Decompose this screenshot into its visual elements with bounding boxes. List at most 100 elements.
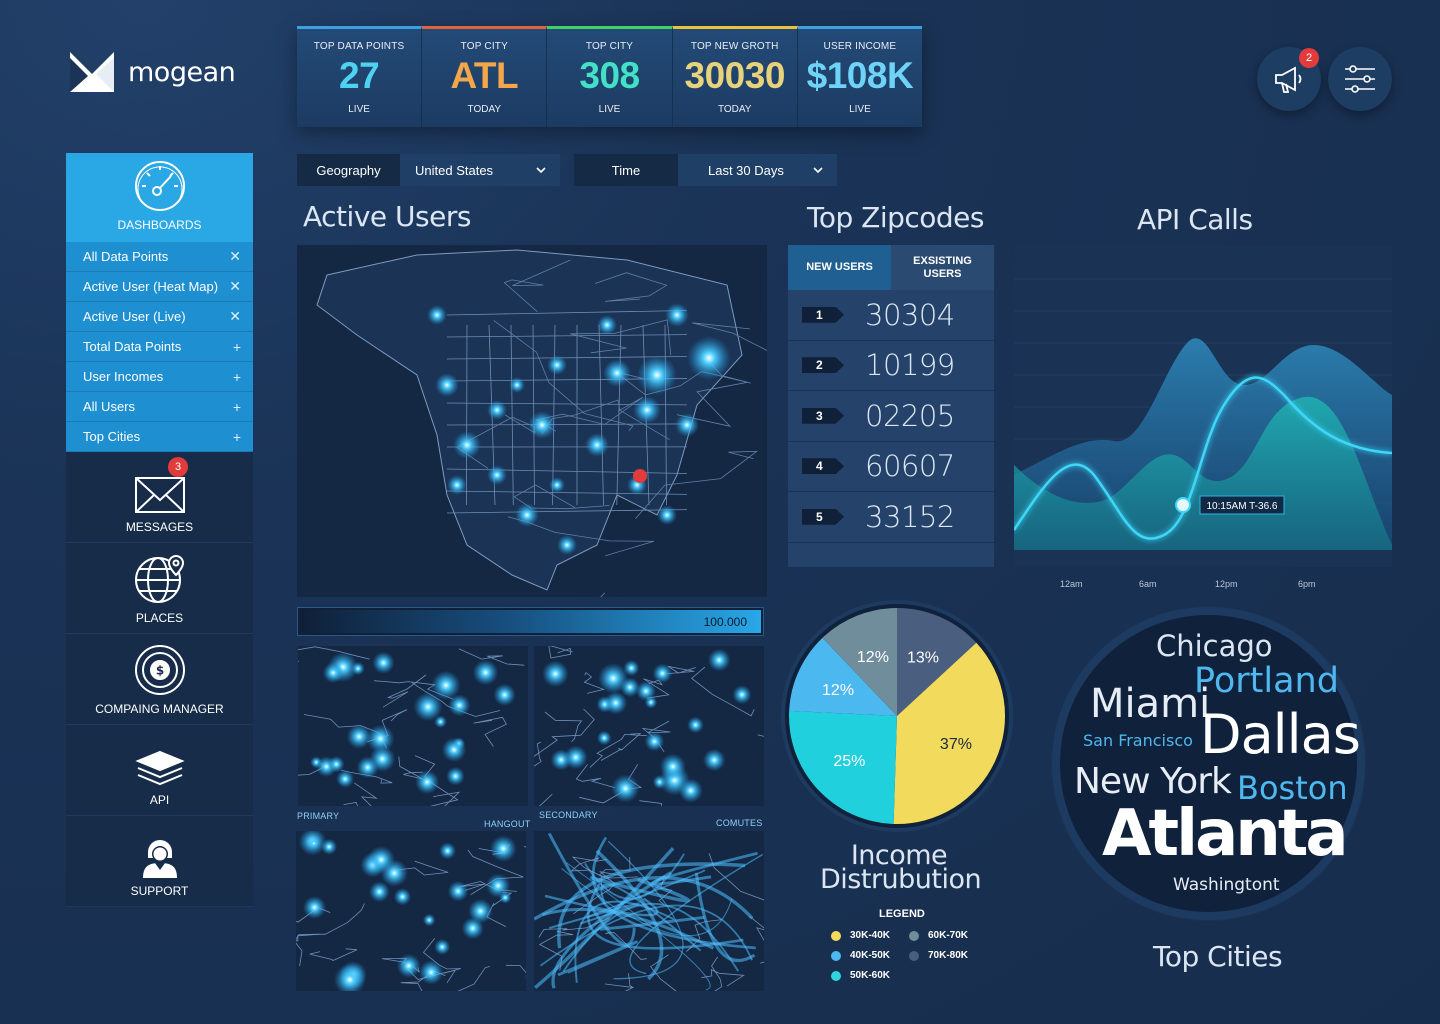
pie-slice[interactable] [789, 710, 897, 824]
api-hover-point[interactable] [1175, 497, 1191, 513]
income-pie-chart[interactable]: 13% 37% 25% 12%12% [785, 604, 1009, 828]
kpi-sub: TODAY [467, 104, 502, 115]
tab-existing-users[interactable]: EXSISTING USERS [891, 245, 994, 290]
kpi-card[interactable]: USER INCOME $108K LIVE [797, 26, 923, 127]
dashboard-subitem[interactable]: All Data Points ✕ [66, 242, 253, 272]
zipcode-value: 30304 [865, 297, 955, 332]
zipcode-row[interactable]: 1 30304 [788, 290, 994, 341]
heat-spot [487, 465, 507, 485]
primary-map[interactable] [298, 646, 528, 806]
kpi-card[interactable]: TOP NEW GROTH 30030 TODAY [672, 26, 798, 127]
legend-item: 60K-70K [909, 930, 979, 941]
api-tooltip-box [1199, 495, 1285, 515]
pie-slice[interactable] [789, 637, 897, 716]
map-border [639, 800, 663, 806]
map-border [539, 793, 553, 806]
commute-path [586, 869, 706, 919]
map-border [382, 674, 427, 708]
pie-slice[interactable] [893, 642, 1005, 824]
close-icon[interactable]: ✕ [229, 278, 241, 294]
subitem-label: Total Data Points [83, 339, 182, 354]
plus-icon[interactable]: + [232, 428, 241, 445]
brand-logo[interactable]: mogean [68, 50, 236, 94]
svg-text:$: $ [155, 664, 163, 678]
pie-value-label: 25% [833, 753, 865, 770]
settings-sliders-button[interactable] [1328, 47, 1392, 111]
active-users-map[interactable] [297, 245, 767, 597]
city-boston[interactable]: Boston [1237, 769, 1348, 807]
map-border [635, 450, 759, 519]
nav-places[interactable]: PLACES [66, 543, 253, 634]
heat-spot [657, 505, 677, 525]
city-new-york[interactable]: New York [1074, 761, 1232, 802]
city-dallas[interactable]: Dallas [1200, 703, 1361, 766]
nav-api[interactable]: API [66, 725, 253, 816]
nav-campaign-manager[interactable]: $ COMPAING MANAGER [66, 634, 253, 725]
time-select[interactable]: Last 30 Days [678, 154, 837, 186]
plus-icon[interactable]: + [232, 368, 241, 385]
close-icon[interactable]: ✕ [229, 248, 241, 264]
zipcode-row[interactable]: 3 02205 [788, 391, 994, 442]
plus-icon[interactable]: + [232, 398, 241, 415]
geography-select[interactable]: United States [400, 154, 560, 186]
map-border [711, 956, 723, 991]
map-border [605, 973, 635, 991]
heat-spot [427, 305, 447, 325]
city-washington[interactable]: Washingtont [1173, 875, 1280, 895]
plus-icon[interactable]: + [232, 338, 241, 355]
city-portland[interactable]: Portland [1194, 661, 1339, 701]
city-miami[interactable]: Miami [1090, 681, 1211, 727]
heat-spot [366, 724, 395, 753]
progress-fill [300, 610, 761, 633]
zipcode-row[interactable]: 5 33152 [788, 492, 994, 543]
pie-slice[interactable] [822, 608, 897, 716]
subitem-label: Active User (Heat Map) [83, 279, 219, 294]
secondary-map[interactable] [534, 646, 764, 806]
heat-spot [528, 411, 556, 439]
heat-spot [732, 685, 752, 705]
commutes-map[interactable] [534, 831, 764, 991]
map-border [457, 966, 490, 991]
api-calls-title: API Calls [1137, 203, 1253, 236]
secondary-heatmap [534, 646, 764, 806]
tab-new-users[interactable]: NEW USERS [788, 245, 891, 290]
pie-value-label: 13% [907, 650, 939, 667]
city-san-francisco[interactable]: San Francisco [1083, 731, 1193, 750]
city-atlanta[interactable]: Atlanta [1102, 797, 1349, 871]
close-icon[interactable]: ✕ [229, 308, 241, 324]
dashboard-subitem[interactable]: All Users + [66, 392, 253, 422]
dashboard-subitem[interactable]: Active User (Live) ✕ [66, 302, 253, 332]
nav-dashboards[interactable]: DASHBOARDS [66, 153, 253, 242]
state-border [446, 310, 688, 316]
legend-swatch [831, 930, 841, 941]
selected-location-marker[interactable] [633, 469, 647, 483]
nav-support[interactable]: SUPPORT [66, 816, 253, 907]
zipcode-row[interactable]: 4 60607 [788, 442, 994, 492]
heat-spot [333, 963, 366, 991]
top-cities-cloud[interactable]: Chicago Portland Miami Dallas San Franci… [1052, 607, 1365, 920]
dashboard-subitem[interactable]: Total Data Points + [66, 332, 253, 362]
heat-spot [453, 431, 481, 459]
kpi-card[interactable]: TOP DATA POINTS 27 LIVE [297, 26, 423, 127]
kpi-card[interactable]: TOP CITY 308 LIVE [547, 26, 673, 127]
map-border [701, 969, 745, 987]
nav-messages[interactable]: MESSAGES 3 [66, 452, 253, 543]
pie-slice[interactable] [897, 608, 977, 716]
city-chicago[interactable]: Chicago [1156, 629, 1273, 663]
heat-spot [489, 835, 517, 862]
dashboard-subitem[interactable]: User Incomes + [66, 362, 253, 392]
time-filter[interactable]: Time Last 30 Days [574, 154, 837, 186]
pie-value-label: 12% [857, 649, 889, 666]
kpi-card[interactable]: TOP CITY ATL TODAY [422, 26, 548, 127]
map-border [600, 592, 606, 597]
commute-path [547, 832, 636, 946]
map-border [594, 272, 668, 302]
heat-spot [328, 755, 345, 773]
zipcode-row[interactable]: 2 10199 [788, 341, 994, 391]
dashboard-subitem[interactable]: Active User (Heat Map) ✕ [66, 272, 253, 302]
dashboard-subitem[interactable]: Top Cities + [66, 422, 253, 452]
api-calls-chart[interactable]: 10:15AM T-36.6 [1012, 245, 1393, 567]
map-border [575, 764, 615, 788]
hangout-map[interactable] [296, 831, 526, 991]
geography-filter[interactable]: Geography United States [297, 154, 560, 186]
